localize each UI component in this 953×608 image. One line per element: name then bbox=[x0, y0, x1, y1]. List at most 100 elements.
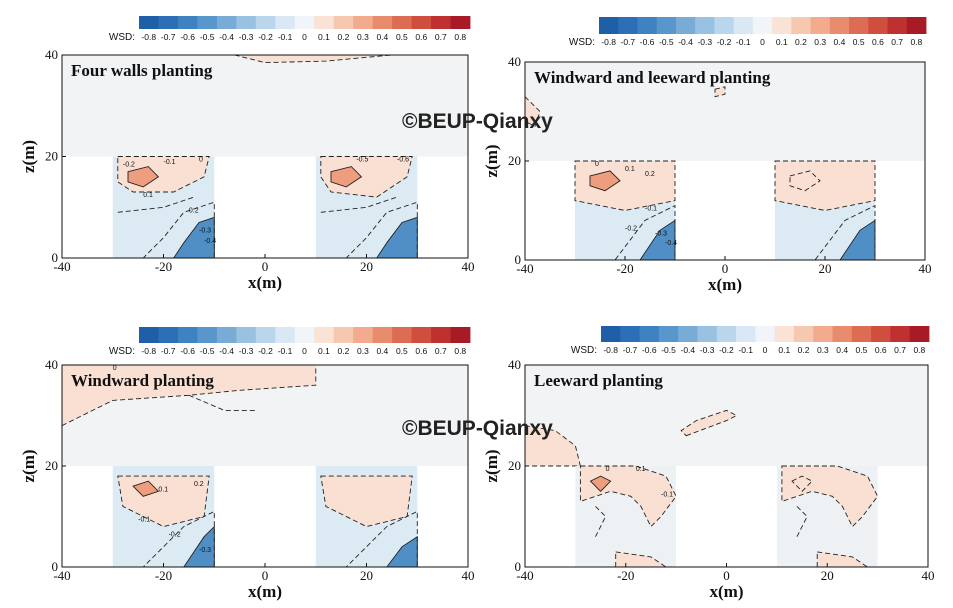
y-tick-label: 0 bbox=[515, 252, 522, 267]
colorbar-swatch bbox=[450, 16, 471, 29]
y-tick-label: 40 bbox=[45, 357, 58, 372]
x-tick-label: -40 bbox=[53, 568, 70, 583]
colorbar-swatch bbox=[372, 16, 393, 29]
colorbar-swatch bbox=[829, 17, 850, 34]
y-tick-label: 0 bbox=[52, 559, 59, 574]
colorbar-tick-label: 0.4 bbox=[376, 346, 388, 356]
x-tick-label: 20 bbox=[821, 568, 834, 583]
colorbar-swatch bbox=[197, 16, 218, 29]
contour-label: -0.2 bbox=[625, 225, 637, 232]
colorbar-swatch bbox=[714, 17, 735, 34]
colorbar-swatch bbox=[294, 327, 315, 343]
colorbar-swatch bbox=[849, 17, 869, 34]
y-tick-label: 0 bbox=[515, 559, 522, 574]
contour-label: -0.1 bbox=[645, 206, 657, 213]
colorbar-swatch bbox=[851, 326, 872, 342]
colorbar-tick-label: 0.5 bbox=[853, 37, 865, 47]
chart-title: Windward and leeward planting bbox=[534, 68, 771, 87]
colorbar-tick-label: -0.3 bbox=[697, 37, 712, 47]
x-tick-label: 20 bbox=[819, 261, 832, 276]
contour-line bbox=[595, 506, 607, 537]
colorbar-tick-label: -0.4 bbox=[680, 345, 695, 355]
contour-label: -0.1 bbox=[138, 517, 150, 524]
colorbar-swatch bbox=[177, 16, 198, 29]
colorbar-tick-label: 0.2 bbox=[795, 37, 807, 47]
upper-field bbox=[525, 62, 925, 161]
contour-label: -0.4 bbox=[665, 240, 677, 247]
contour-label: -0.4 bbox=[204, 238, 216, 245]
colorbar-tick-label: 0.8 bbox=[454, 346, 466, 356]
chart-title: Windward planting bbox=[71, 371, 214, 390]
y-tick-label: 20 bbox=[45, 458, 58, 473]
colorbar-tick-label: -0.2 bbox=[719, 345, 734, 355]
contour-label: 0.1 bbox=[636, 466, 646, 473]
x-tick-label: -20 bbox=[155, 259, 172, 274]
colorbar-tick-label: 0.7 bbox=[435, 346, 447, 356]
y-tick-label: 20 bbox=[508, 458, 521, 473]
colorbar-tick-label: -0.7 bbox=[161, 32, 176, 42]
x-tick-label: 20 bbox=[360, 568, 373, 583]
colorbar-tick-label: -0.1 bbox=[278, 346, 293, 356]
contour-line bbox=[320, 196, 398, 213]
colorbar-swatch bbox=[139, 327, 159, 343]
y-tick-label: 0 bbox=[52, 250, 59, 265]
colorbar-tick-label: 0.7 bbox=[894, 345, 906, 355]
colorbar-swatch bbox=[695, 17, 715, 34]
colorbar-swatch bbox=[255, 16, 276, 29]
colorbar-tick-label: -0.4 bbox=[678, 37, 693, 47]
colorbar-swatch bbox=[832, 326, 853, 342]
colorbar-tick-label: -0.2 bbox=[258, 32, 273, 42]
colorbar-tick-label: -0.5 bbox=[200, 32, 215, 42]
contour-line bbox=[796, 506, 808, 537]
x-axis-label: x(m) bbox=[708, 275, 742, 294]
colorbar-tick-label: -0.7 bbox=[623, 345, 638, 355]
y-axis-label: z(m) bbox=[19, 449, 38, 482]
contour-label: 0.1 bbox=[625, 166, 635, 173]
contour-label: 0.2 bbox=[194, 481, 204, 488]
colorbar-swatch bbox=[618, 17, 638, 34]
y-axis-label: z(m) bbox=[19, 140, 38, 173]
contour-line bbox=[791, 475, 813, 492]
x-tick-label: 40 bbox=[922, 568, 935, 583]
colorbar-swatch bbox=[791, 17, 811, 34]
contour-line bbox=[714, 86, 726, 98]
colorbar-tick-label: 0.8 bbox=[913, 345, 925, 355]
colorbar-swatch bbox=[216, 16, 237, 29]
colorbar-tick-label: 0.3 bbox=[814, 37, 826, 47]
colorbar-swatch bbox=[887, 17, 908, 34]
colorbar-swatch bbox=[868, 17, 888, 34]
colorbar-swatch bbox=[772, 17, 792, 34]
colorbar-tick-label: 0.6 bbox=[872, 37, 884, 47]
colorbar-swatch bbox=[177, 327, 198, 343]
colorbar-swatch bbox=[294, 16, 315, 29]
x-tick-label: 0 bbox=[262, 259, 269, 274]
contour-line bbox=[142, 510, 215, 568]
colorbar-swatch bbox=[216, 327, 237, 343]
contour-line bbox=[345, 510, 418, 568]
contour-line bbox=[132, 480, 160, 497]
watermark-top: ©BEUP-Qianxy bbox=[402, 110, 553, 133]
contour-label: 0 bbox=[595, 161, 599, 168]
x-tick-label: -40 bbox=[516, 261, 533, 276]
colorbar-swatch bbox=[431, 327, 451, 343]
colorbar-tick-label: 0.3 bbox=[817, 345, 829, 355]
colorbar-swatch bbox=[275, 327, 296, 343]
colorbar-swatch bbox=[255, 327, 276, 343]
colorbar-swatch bbox=[716, 326, 737, 342]
colorbar-label: WSD: bbox=[109, 32, 135, 43]
contour-line bbox=[117, 196, 195, 213]
chart-panel-3: 0 0.1 0.2 -0.1 -0.2 -0.3 -40 -20 0 20 40 0 20 40 x(m) z… bbox=[19, 327, 475, 601]
contour-line bbox=[320, 156, 413, 198]
colorbar-label: WSD: bbox=[569, 37, 595, 48]
y-tick-label: 40 bbox=[45, 47, 58, 62]
x-tick-label: 40 bbox=[919, 261, 932, 276]
contour-line bbox=[615, 551, 668, 568]
colorbar-tick-label: -0.6 bbox=[180, 346, 195, 356]
contour-label: 0.1 bbox=[158, 486, 168, 493]
colorbar-tick-label: -0.7 bbox=[161, 346, 176, 356]
colorbar-swatch bbox=[372, 327, 393, 343]
x-axis-label: x(m) bbox=[710, 582, 744, 601]
colorbar-tick-label: -0.5 bbox=[659, 37, 674, 47]
colorbar-tick-label: -0.3 bbox=[700, 345, 715, 355]
